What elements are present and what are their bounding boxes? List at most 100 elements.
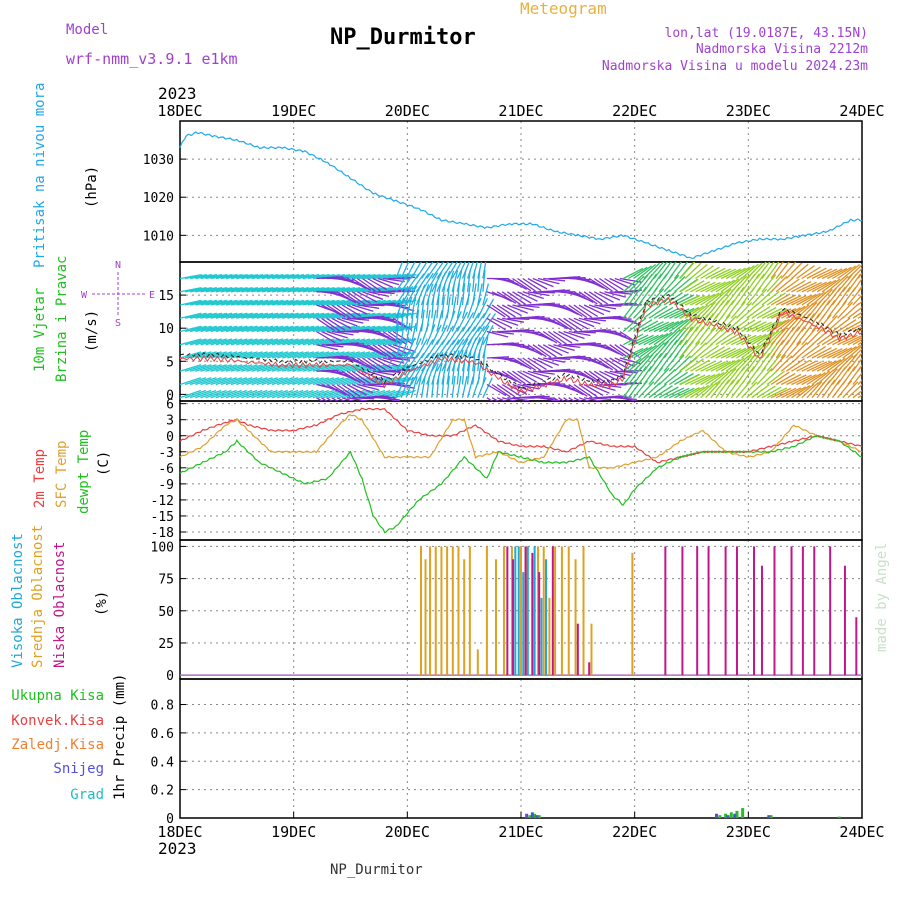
wind-arrow — [225, 338, 248, 346]
wind-arrow — [695, 374, 716, 386]
wind-arrow — [451, 311, 462, 332]
wind-arrow — [522, 370, 544, 381]
wind-arrow — [578, 342, 601, 346]
wind-arrow — [679, 278, 699, 293]
wind-arrow — [573, 342, 596, 346]
wind-arrow — [622, 277, 641, 293]
wind-arrow — [588, 304, 611, 313]
wind-arrow — [578, 383, 598, 398]
wind-arrow — [700, 266, 720, 280]
wind-arrow — [420, 309, 425, 332]
wind-arrow — [477, 362, 482, 385]
wind-arrow — [297, 274, 320, 280]
wind-arrow — [302, 377, 324, 386]
wind-arrow — [756, 307, 777, 319]
wind-arrow — [246, 312, 269, 319]
wind-arrow — [527, 370, 550, 378]
wind-arrow — [633, 319, 653, 333]
wind-arrow — [532, 370, 555, 375]
wind-arrow — [673, 262, 689, 279]
wind-arrow — [346, 277, 367, 290]
cloud-ylabel-3: Niska Oblacnost — [52, 542, 68, 668]
dewpt-line — [179, 435, 863, 534]
wind-arrow — [715, 299, 730, 319]
wind-arrow — [341, 291, 361, 305]
wind-arrow — [720, 278, 740, 293]
wind-arrow — [643, 334, 664, 346]
wind-gust-line — [179, 297, 863, 395]
wind-arrow — [200, 364, 222, 372]
wind-arrow — [633, 355, 650, 372]
wind-arrow — [568, 304, 588, 319]
wind-arrow — [761, 290, 780, 306]
wind-arrow — [346, 397, 369, 401]
wind-arrow — [384, 364, 406, 372]
wind-arrow — [472, 312, 486, 332]
wind-arrow — [674, 317, 693, 333]
wind-arrow — [336, 397, 346, 401]
precip-bar — [741, 808, 745, 818]
wind-arrow — [857, 364, 862, 372]
wind-arrow — [241, 299, 264, 306]
wind-arrow — [266, 338, 289, 346]
wind-arrow — [715, 347, 737, 359]
wind-arrow — [806, 267, 827, 280]
wind-arrow — [537, 277, 560, 285]
wind-arrow — [735, 274, 752, 293]
meteogram-label: Meteogram — [520, 0, 607, 18]
wind-arrow — [180, 389, 202, 399]
wind-arrow — [395, 286, 409, 306]
wind-arrow — [251, 364, 273, 372]
wind-arrow — [367, 344, 387, 357]
wind-arrow — [307, 389, 329, 399]
wind-arrow — [791, 263, 809, 279]
wind-arrow — [297, 364, 319, 372]
wind-arrow — [297, 377, 319, 386]
wind-arrow — [246, 389, 268, 399]
wind-arrow — [456, 296, 463, 319]
wind-arrow — [472, 325, 486, 346]
wind-arrow — [236, 364, 258, 372]
wind-arrow — [367, 291, 390, 298]
wind-arrow — [563, 355, 586, 359]
temp-ylabel-1: 2m Temp — [32, 449, 48, 508]
wind-arrow — [302, 325, 325, 333]
wind-arrow — [356, 370, 377, 384]
wind-arrow — [537, 382, 561, 386]
wind-arrow — [328, 338, 350, 346]
wind-arrow — [690, 374, 711, 386]
wind-arrow — [689, 342, 707, 359]
wind-arrow — [271, 377, 294, 386]
pressure-ylabel-2: (hPa) — [84, 166, 100, 208]
wind-arrow — [658, 290, 677, 306]
wind-arrow — [282, 377, 304, 386]
wind-arrow — [811, 370, 830, 386]
wind-arrow — [517, 291, 538, 302]
wind-arrow — [184, 351, 207, 359]
wind-arrow — [230, 377, 253, 386]
wind-arrow — [796, 374, 817, 386]
temp-ylabel-2: SFC Temp — [54, 441, 70, 508]
wind-arrow — [472, 297, 482, 319]
wind-arrow — [367, 357, 387, 371]
wind-arrow — [715, 369, 733, 385]
wind-arrow — [441, 296, 445, 319]
wind-arrow — [456, 338, 469, 359]
wind-arrow — [512, 383, 534, 393]
wind-arrow — [420, 272, 434, 293]
wind-arrow — [766, 370, 785, 386]
wind-arrow — [842, 344, 861, 359]
ytick-label: 0 — [166, 430, 174, 445]
wind-arrow — [801, 327, 817, 346]
wind-arrow — [220, 299, 243, 306]
wind-arrow — [791, 359, 811, 372]
wind-arrow — [857, 285, 862, 293]
wind-arrow — [287, 389, 309, 399]
wind-arrow — [287, 377, 309, 386]
wind-arrow — [583, 291, 603, 305]
wind-arrow — [362, 357, 381, 372]
wind-arrow — [700, 373, 721, 386]
wind-arrow — [756, 385, 776, 399]
lonlat-label: lon,lat (19.0187E, 43.15N) — [665, 26, 869, 41]
wind-arrow — [400, 365, 414, 385]
